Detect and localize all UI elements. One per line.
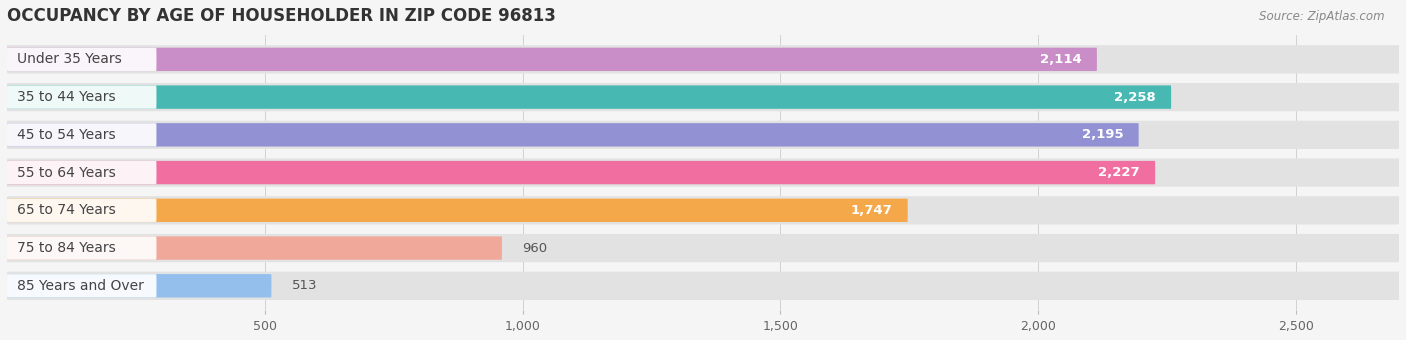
- FancyBboxPatch shape: [7, 85, 1171, 109]
- FancyBboxPatch shape: [7, 274, 156, 298]
- FancyBboxPatch shape: [7, 45, 1399, 73]
- Text: 2,258: 2,258: [1114, 90, 1156, 104]
- FancyBboxPatch shape: [7, 158, 1399, 187]
- Text: 75 to 84 Years: 75 to 84 Years: [17, 241, 117, 255]
- FancyBboxPatch shape: [7, 121, 1399, 149]
- FancyBboxPatch shape: [7, 48, 156, 71]
- FancyBboxPatch shape: [7, 83, 1399, 111]
- Text: Under 35 Years: Under 35 Years: [17, 52, 122, 66]
- Text: 2,227: 2,227: [1098, 166, 1140, 179]
- FancyBboxPatch shape: [7, 123, 156, 147]
- FancyBboxPatch shape: [7, 236, 156, 260]
- Text: 2,195: 2,195: [1081, 128, 1123, 141]
- Text: 1,747: 1,747: [851, 204, 893, 217]
- FancyBboxPatch shape: [7, 161, 1156, 184]
- FancyBboxPatch shape: [7, 196, 1399, 224]
- FancyBboxPatch shape: [7, 272, 1399, 300]
- Text: OCCUPANCY BY AGE OF HOUSEHOLDER IN ZIP CODE 96813: OCCUPANCY BY AGE OF HOUSEHOLDER IN ZIP C…: [7, 7, 555, 25]
- FancyBboxPatch shape: [7, 48, 1097, 71]
- Text: 960: 960: [523, 241, 548, 255]
- Text: 35 to 44 Years: 35 to 44 Years: [17, 90, 115, 104]
- FancyBboxPatch shape: [7, 85, 156, 109]
- Text: 85 Years and Over: 85 Years and Over: [17, 279, 145, 293]
- Text: 2,114: 2,114: [1039, 53, 1081, 66]
- FancyBboxPatch shape: [7, 123, 1139, 147]
- Text: 55 to 64 Years: 55 to 64 Years: [17, 166, 117, 180]
- FancyBboxPatch shape: [7, 234, 1399, 262]
- FancyBboxPatch shape: [7, 199, 908, 222]
- Text: 45 to 54 Years: 45 to 54 Years: [17, 128, 115, 142]
- FancyBboxPatch shape: [7, 161, 156, 184]
- FancyBboxPatch shape: [7, 274, 271, 298]
- Text: Source: ZipAtlas.com: Source: ZipAtlas.com: [1260, 10, 1385, 23]
- Text: 65 to 74 Years: 65 to 74 Years: [17, 203, 117, 217]
- FancyBboxPatch shape: [7, 199, 156, 222]
- FancyBboxPatch shape: [7, 236, 502, 260]
- Text: 513: 513: [292, 279, 318, 292]
